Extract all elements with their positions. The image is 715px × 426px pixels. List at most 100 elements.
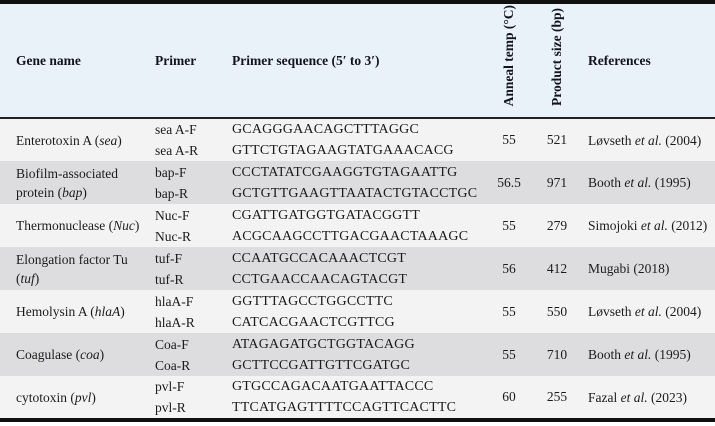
header-primer-sequence: Primer sequence (5′ to 3′)	[224, 2, 486, 119]
reference-etal: et al.	[634, 304, 662, 319]
reference-author: Fazal	[588, 389, 621, 405]
primer-cell: bap-F bap-R	[148, 161, 224, 204]
header-product-size-label: Product size (bp)	[548, 8, 564, 106]
sequence-forward: GCAGGGAACAGCTTTAGGC	[232, 122, 420, 137]
reference-year: (1995)	[651, 175, 691, 190]
reference-cell: Fazal et al. (2023)	[582, 376, 715, 420]
sequence-cell: GCAGGGAACAGCTTTAGGC GTTCTGTAGAAGTATGAAAC…	[224, 118, 486, 161]
reference-etal: et al.	[640, 218, 668, 233]
gene-name-cell: Biofilm-associated protein (bap)	[0, 161, 148, 204]
primer-cell: sea A-F sea A-R	[148, 118, 224, 161]
reference-cell: Simojoki et al. (2012)	[582, 204, 715, 247]
primer-forward: pvl-F	[155, 379, 185, 394]
sequence-forward: GGTTTAGCCTGGCCTTC	[232, 293, 393, 309]
gene-name-close: )	[134, 218, 140, 233]
table-row: Biofilm-associated protein (bap) bap-F b…	[0, 161, 715, 204]
gene-name-close: )	[34, 270, 40, 286]
primer-forward: bap-F	[155, 164, 187, 180]
sequence-cell: GTGCCAGACAATGAATTACCC TTCATGAGTTTTCCAGTT…	[224, 376, 486, 420]
anneal-temp-cell: 55	[502, 303, 516, 319]
reference-year: (2004)	[661, 304, 702, 319]
reference-cell: Booth et al. (1995)	[582, 161, 715, 204]
primer-reverse: sea A-R	[155, 143, 199, 158]
table-row: Elongation factor Tu (tuf) tuf-F tuf-R C…	[0, 247, 715, 290]
reference-author: Booth	[588, 175, 625, 190]
gene-symbol: hlaA	[94, 304, 121, 319]
gene-name-text: Biofilm-associated protein (	[16, 165, 118, 200]
reference-year: (2004)	[661, 132, 702, 148]
gene-name-close: )	[91, 389, 96, 405]
sequence-cell: GGTTTAGCCTGGCCTTC CATCACGAACTCGTTCG	[224, 290, 486, 333]
anneal-temp-cell: 56.5	[497, 174, 521, 190]
gene-name-text: Coagulase (	[16, 347, 81, 362]
reference-author: Booth	[588, 347, 625, 362]
primer-cell: tuf-F tuf-R	[148, 247, 224, 290]
primer-reverse: bap-R	[155, 185, 188, 201]
gene-symbol: tuf	[20, 270, 35, 286]
reference-etal: et al.	[620, 389, 648, 405]
reference-year: (1995)	[651, 347, 691, 362]
product-size-cell: 279	[546, 217, 568, 233]
reference-cell: Booth et al. (1995)	[582, 333, 715, 376]
gene-name-text: Elongation factor Tu (	[16, 251, 128, 286]
sequence-reverse: CCTGAACCAACAGTACGT	[232, 271, 408, 287]
gene-symbol: coa	[80, 347, 100, 362]
anneal-temp-cell: 60	[502, 389, 516, 404]
header-anneal-temp-label: Anneal temp (°C)	[500, 4, 516, 106]
sequence-forward: ATAGAGATGCTGGTACAGG	[232, 336, 415, 352]
gene-name-text: Enterotoxin A (	[16, 132, 100, 148]
gene-name-cell: Coagulase (coa)	[0, 333, 148, 376]
primer-cell: Nuc-F Nuc-R	[148, 204, 224, 247]
reference-etal: et al.	[624, 347, 652, 362]
gene-symbol: Nuc	[113, 218, 135, 233]
reference-etal: et al.	[634, 132, 662, 148]
reference-cell: Løvseth et al. (2004)	[582, 118, 715, 161]
gene-name-cell: cytotoxin (pvl)	[0, 376, 148, 420]
sequence-forward: CGATTGATGGTGATACGGTT	[232, 207, 420, 223]
gene-symbol: bap	[62, 184, 83, 200]
primer-reverse: Coa-R	[155, 357, 191, 373]
table-row: Enterotoxin A (sea) sea A-F sea A-R GCAG…	[0, 118, 715, 161]
primer-reverse: hlaA-R	[155, 314, 195, 330]
primer-forward: Nuc-F	[155, 207, 190, 223]
sequence-cell: CCCTATATCGAAGGTGTAGAATTG GCTGTTGAAGTTAAT…	[224, 161, 486, 204]
sequence-cell: CCAATGCCACAAACTCGT CCTGAACCAACAGTACGT	[224, 247, 486, 290]
sequence-reverse: GTTCTGTAGAAGTATGAAACACG	[232, 143, 454, 158]
gene-name-cell: Enterotoxin A (sea)	[0, 118, 148, 161]
product-size-cell: 971	[546, 174, 568, 190]
primer-reverse: Nuc-R	[155, 228, 191, 244]
primer-forward: tuf-F	[155, 250, 182, 266]
primer-forward: sea A-F	[155, 122, 197, 137]
reference-year: (2023)	[647, 389, 687, 405]
gene-name-close: )	[99, 347, 105, 362]
header-product-size: Product size (bp)	[532, 2, 582, 119]
sequence-cell: CGATTGATGGTGATACGGTT ACGCAAGCCTTGACGAACT…	[224, 204, 486, 247]
product-size-cell: 710	[546, 346, 568, 362]
table-body: Enterotoxin A (sea) sea A-F sea A-R GCAG…	[0, 118, 715, 420]
reference-author: Mugabi (2018)	[588, 261, 670, 276]
reference-year: (2012)	[667, 218, 708, 233]
header-row: Gene name Primer Primer sequence (5′ to …	[0, 2, 715, 119]
gene-name-close: )	[82, 184, 87, 200]
anneal-temp-cell: 55	[502, 132, 516, 147]
reference-author: Løvseth	[588, 132, 635, 148]
gene-name-cell: Thermonuclease (Nuc)	[0, 204, 148, 247]
sequence-reverse: TTCATGAGTTTTCCAGTTCACTTC	[232, 400, 457, 415]
sequence-forward: CCCTATATCGAAGGTGTAGAATTG	[232, 164, 458, 180]
product-size-cell: 412	[546, 260, 568, 276]
primer-forward: Coa-F	[155, 336, 189, 352]
gene-name-text: Thermonuclease (	[16, 218, 114, 233]
header-gene-name: Gene name	[0, 2, 148, 119]
primer-forward: hlaA-F	[155, 293, 194, 309]
primer-reverse: tuf-R	[155, 271, 184, 287]
header-anneal-temp: Anneal temp (°C)	[486, 2, 532, 119]
product-size-cell: 521	[546, 132, 568, 147]
sequence-reverse: GCTGTTGAAGTTAATACTGTACCTGC	[232, 185, 478, 201]
anneal-temp-cell: 55	[502, 217, 516, 233]
primer-cell: hlaA-F hlaA-R	[148, 290, 224, 333]
table-row: cytotoxin (pvl) pvl-F pvl-R GTGCCAGACAAT…	[0, 376, 715, 420]
reference-etal: et al.	[624, 175, 652, 190]
sequence-reverse: GCTTCCGATTGTTCGATGC	[232, 357, 411, 373]
